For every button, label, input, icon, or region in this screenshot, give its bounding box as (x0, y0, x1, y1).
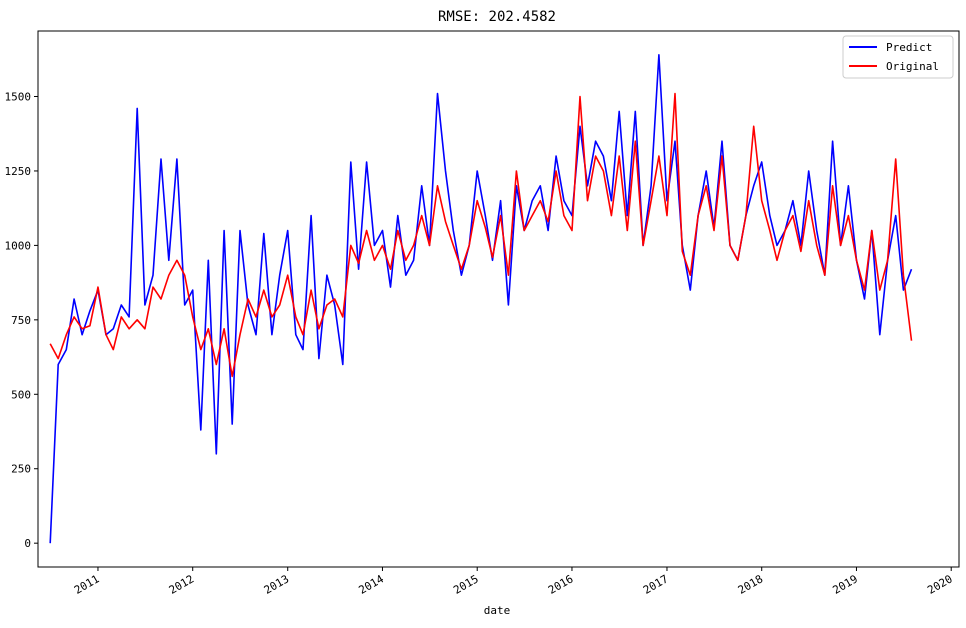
y-tick-label: 1500 (5, 91, 32, 104)
chart-title: RMSE: 202.4582 (438, 9, 556, 25)
plot-frame (37, 30, 960, 568)
y-tick-label: 250 (11, 463, 31, 476)
y-tick-label: 1250 (5, 165, 32, 178)
x-tick-label: 2016 (546, 572, 575, 597)
x-axis: 2011 2012 2013 2014 2015 2016 2017 2018 2019 2020 (72, 567, 955, 597)
x-tick-label: 2017 (641, 572, 670, 597)
series-line-predict (49, 53, 913, 544)
x-tick-label: 2012 (167, 572, 196, 597)
series-lines (49, 53, 913, 544)
y-tick-label: 0 (24, 537, 31, 550)
y-tick-label: 1000 (5, 239, 32, 252)
x-axis-label: date (484, 604, 511, 617)
x-tick-label: 2011 (72, 572, 101, 597)
x-tick-label: 2014 (357, 572, 387, 597)
legend-label-original: Original (886, 60, 939, 73)
x-tick-label: 2013 (262, 572, 291, 597)
x-tick-label: 2015 (451, 572, 480, 597)
x-tick-label: 2020 (925, 572, 954, 597)
x-tick-label: 2018 (736, 572, 765, 597)
y-tick-label: 500 (11, 388, 31, 401)
x-tick-label: 2019 (831, 572, 860, 597)
y-tick-label: 750 (11, 314, 31, 327)
legend: Predict Original (842, 35, 954, 79)
series-line-original (49, 92, 913, 378)
y-axis: 0 250 500 750 1000 1250 1500 (5, 91, 38, 550)
legend-label-predict: Predict (886, 41, 932, 54)
